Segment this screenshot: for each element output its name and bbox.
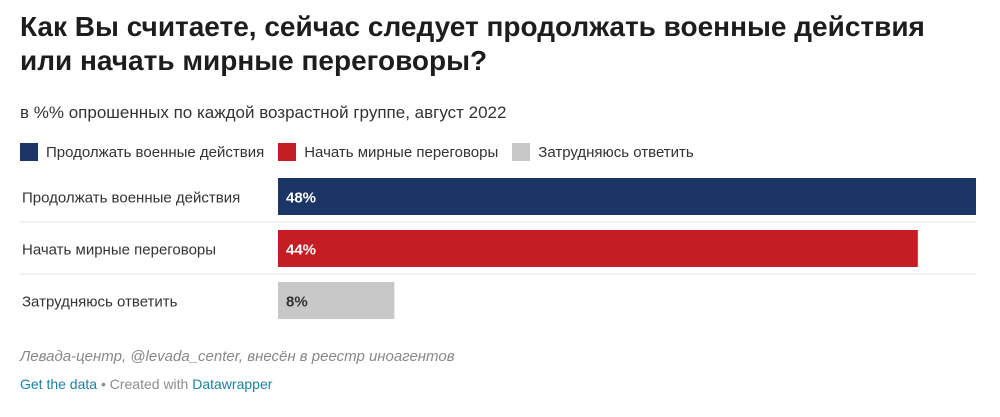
legend-item-continue: Продолжать военные действия <box>20 143 264 161</box>
source-note: Левада-центр, @levada_center, внесён в р… <box>20 348 455 365</box>
bar-chart: Продолжать военные действия 48% Начать мир… <box>20 178 976 319</box>
category-label-negotiate: Начать мирные переговоры <box>22 242 216 259</box>
value-label-negotiate: 44% <box>286 242 316 259</box>
value-label-continue: 48% <box>286 190 316 207</box>
legend-item-negotiate: Начать мирные переговоры <box>278 143 498 161</box>
value-label-undecided: 8% <box>286 294 308 311</box>
legend-swatch-negotiate <box>278 143 297 161</box>
legend-label-continue: Продолжать военные действия <box>46 143 265 161</box>
legend-label-negotiate: Начать мирные переговоры <box>304 143 499 161</box>
legend-item-undecided: Затрудняюсь ответить <box>512 143 694 161</box>
chart-title: Как Вы считаете, сейчас следует продолжа… <box>20 11 925 76</box>
footer-separator: • Created with <box>97 376 193 392</box>
bar-continue <box>278 178 976 215</box>
legend-swatch-undecided <box>512 143 531 161</box>
legend-swatch-continue <box>20 143 38 161</box>
category-label-undecided: Затрудняюсь ответить <box>22 294 178 311</box>
chart-subtitle: в %% опрошенных по каждой возрастной гру… <box>20 103 507 122</box>
bar-undecided <box>278 282 395 319</box>
legend: Продолжать военные действия Начать мирны… <box>20 141 708 163</box>
get-the-data-link[interactable]: Get the data <box>20 376 98 392</box>
footer: Get the data • Created with Datawrapper <box>20 376 272 392</box>
bar-negotiate <box>278 230 918 267</box>
category-label-continue: Продолжать военные действия <box>22 190 240 207</box>
datawrapper-link[interactable]: Datawrapper <box>192 376 273 392</box>
legend-label-undecided: Затрудняюсь ответить <box>538 143 694 161</box>
